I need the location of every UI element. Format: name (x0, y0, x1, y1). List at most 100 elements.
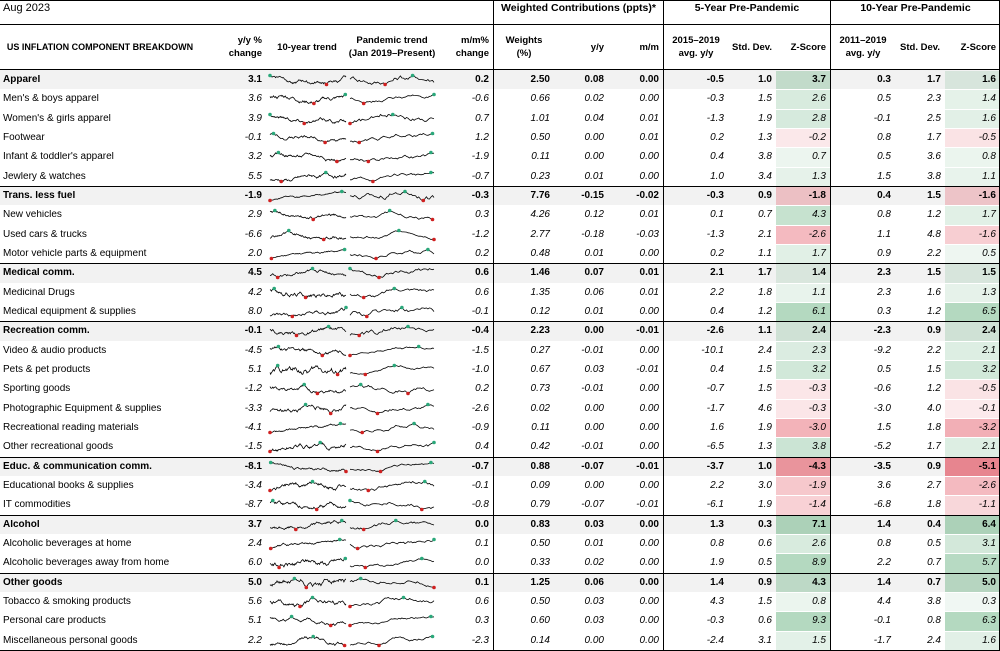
sparkline-path (349, 577, 435, 588)
cell-yy: 5.1 (248, 364, 262, 375)
cell-a5: 1.3 (710, 519, 724, 530)
cell-mm: 0.1 (475, 577, 489, 588)
zscore-heat-cell (776, 341, 830, 360)
cell-w: 4.26 (530, 210, 550, 221)
pandemic-trend-sparkline (349, 228, 436, 241)
ten-year-trend-sparkline (268, 440, 347, 454)
sparkline-path (269, 152, 347, 163)
sparkline-path (349, 365, 435, 375)
cell-wyy: 0.03 (584, 616, 604, 627)
category-divider (0, 514, 1000, 516)
cell-s5: 1.8 (758, 287, 772, 298)
category-row-background (0, 321, 1000, 341)
sparkline-max-marker (348, 498, 352, 503)
sparkline-path (270, 519, 347, 530)
zscore-heat-cell (945, 418, 1000, 438)
sparkline-path (269, 326, 347, 337)
sparkline-path (349, 461, 435, 472)
zscore-heat-cell (945, 148, 1000, 167)
zscore-heat-cell (945, 225, 1000, 244)
row-label: Footwear (3, 132, 45, 143)
sparkline-path (349, 596, 435, 607)
cell-mm: 0.6 (475, 596, 489, 607)
sparkline-max-marker (302, 382, 306, 387)
sparkline-max-marker (338, 421, 343, 426)
sparkline-path (349, 500, 435, 511)
sparkline-min-marker (294, 527, 298, 531)
sparkline-max-marker (310, 595, 315, 600)
pandemic-trend-sparkline (348, 614, 435, 628)
sparkline-max-marker (276, 151, 281, 155)
sparkline-path (350, 171, 435, 182)
ten-year-trend-sparkline (269, 363, 347, 377)
sparkline-min-marker (315, 391, 320, 396)
zscore-heat-cell (776, 283, 830, 302)
cell-w: 1.46 (530, 268, 550, 279)
cell-s10: 4.8 (927, 229, 941, 240)
cell-mm: -0.3 (471, 190, 489, 201)
cell-wmm: -0.01 (636, 326, 659, 337)
cell-z10: -3.2 (978, 422, 996, 433)
zscore-heat-cell (776, 90, 830, 109)
sparkline-min-marker (360, 430, 364, 435)
pandemic-trend-sparkline (349, 382, 435, 396)
ten-year-trend-sparkline (268, 537, 347, 551)
zscore-heat-cell (776, 476, 830, 496)
row-label: Recreational reading materials (3, 422, 139, 433)
cell-wyy: 0.00 (584, 326, 604, 337)
sparkline-min-marker (371, 179, 375, 183)
sparkline-path (349, 616, 435, 627)
zscore-heat-cell (945, 109, 1000, 128)
sparkline-path (349, 442, 435, 453)
sparkline-min-marker (377, 643, 381, 647)
col-mm-header-1: m/m% (461, 36, 489, 46)
cell-yy: -1.2 (244, 384, 262, 395)
cell-mm: -0.7 (471, 461, 489, 472)
pandemic-trend-sparkline (349, 131, 435, 145)
sparkline-max-marker (268, 460, 273, 464)
sparkline-path (269, 442, 347, 453)
cell-wyy: -0.18 (581, 229, 604, 240)
cell-z5: -0.2 (808, 132, 826, 143)
cell-z5: -3.0 (808, 422, 826, 433)
sparkline-min-marker (366, 160, 371, 164)
cell-z5: 1.7 (812, 248, 826, 259)
sparkline-path (269, 210, 347, 221)
cell-a10: -0.1 (873, 113, 891, 124)
cell-s10: 1.2 (927, 306, 941, 317)
cell-yy: 3.7 (248, 519, 262, 530)
pandemic-trend-sparkline (349, 305, 435, 319)
sparkline-path (269, 133, 347, 143)
cell-a5: -1.3 (706, 113, 724, 124)
row-label: Pets & pet products (3, 364, 91, 375)
col-yy-header-1: y/y % (237, 36, 262, 46)
cell-z10: -1.6 (978, 190, 996, 201)
cell-z5: 0.7 (812, 152, 826, 163)
zscore-heat-cell (776, 302, 830, 322)
zscore-heat-cell (945, 554, 1000, 573)
cell-wmm: 0.00 (639, 538, 659, 549)
cell-yy: 5.6 (248, 596, 262, 607)
zscore-heat-cell (776, 206, 830, 225)
cell-s10: 2.7 (927, 480, 941, 491)
cell-z5: 0.8 (812, 596, 826, 607)
sparkline-path (269, 384, 347, 395)
cell-wyy: 0.04 (584, 113, 604, 124)
cell-s10: 0.4 (927, 519, 941, 530)
sparkline-path (269, 461, 347, 472)
pandemic-trend-sparkline (348, 498, 435, 512)
cell-a10: -9.2 (873, 345, 891, 356)
sparkline-max-marker (430, 634, 435, 638)
pandemic-trend-sparkline (350, 170, 435, 183)
sparkline-min-marker (420, 507, 424, 512)
cell-z5: -0.3 (808, 384, 826, 395)
cell-w: 0.09 (530, 480, 550, 491)
cell-a5: -2.6 (706, 326, 724, 337)
cell-s5: 0.6 (758, 538, 772, 549)
cell-s5: 1.9 (758, 500, 772, 511)
sparkline-min-marker (268, 488, 272, 493)
cell-a10: 2.2 (877, 558, 891, 569)
sparkline-path (349, 210, 435, 221)
zscore-heat-cell (945, 322, 1000, 341)
zscore-heat-cell (776, 457, 830, 476)
